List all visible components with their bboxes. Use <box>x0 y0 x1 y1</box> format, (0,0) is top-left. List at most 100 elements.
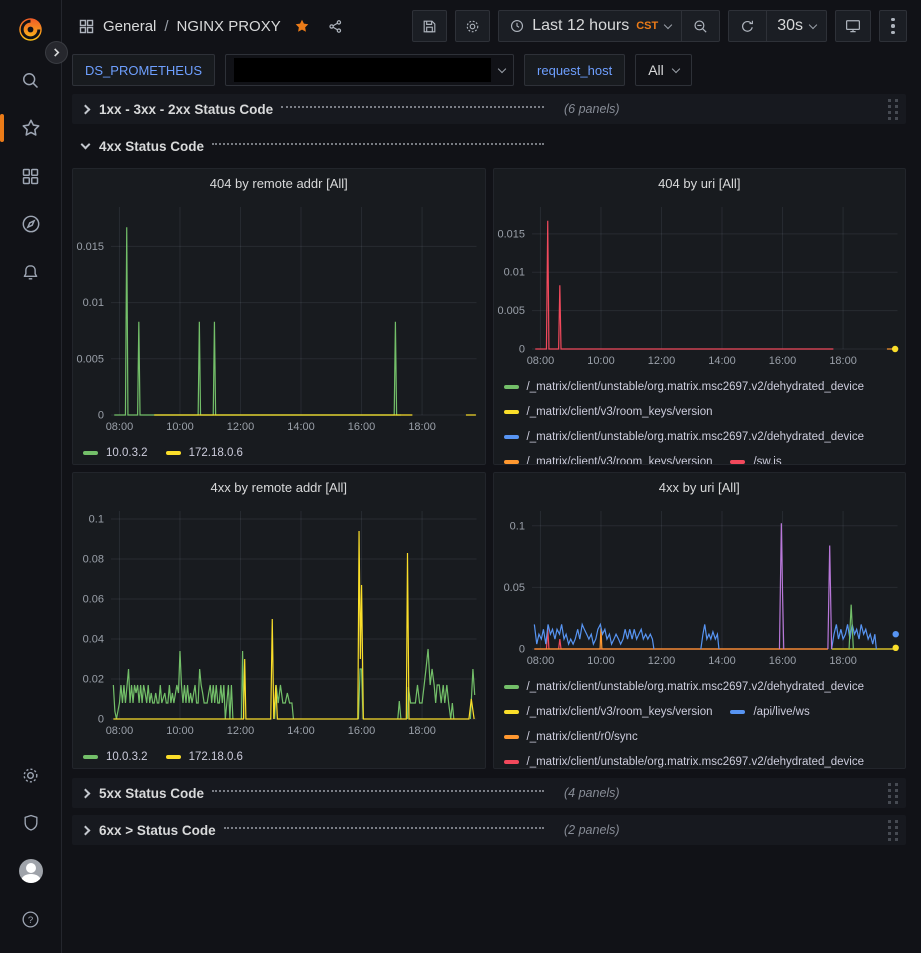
svg-text:12:00: 12:00 <box>647 355 674 367</box>
panel-title[interactable]: 4xx by uri [All] <box>658 479 740 495</box>
svg-text:0.08: 0.08 <box>83 553 104 565</box>
legend-item[interactable]: 10.0.3.2 <box>83 744 148 768</box>
legend-item[interactable]: /_matrix/client/unstable/org.matrix.msc2… <box>503 424 864 449</box>
legend-swatch <box>503 434 519 439</box>
zoom-out-button[interactable] <box>682 11 719 41</box>
sidebar-item-search[interactable] <box>11 60 51 100</box>
row-1xx-3xx-2xx[interactable]: 1xx - 3xx - 2xx Status Code (6 panels) <box>72 94 906 124</box>
breadcrumb-folder[interactable]: General <box>103 17 157 35</box>
refresh-button[interactable] <box>729 11 766 41</box>
svg-text:0: 0 <box>518 343 524 355</box>
active-indicator <box>0 114 4 142</box>
row-title: 5xx Status Code <box>99 785 205 801</box>
star-outline-icon <box>20 117 42 139</box>
panel-chart: 0 0.005 0.01 0.015 08:00 10:00 12:00 14:00 16:00… <box>494 197 906 374</box>
legend-item[interactable]: /_matrix/client/unstable/org.matrix.msc2… <box>503 374 864 399</box>
panel-title[interactable]: 4xx by remote addr [All] <box>210 479 348 495</box>
svg-text:10:00: 10:00 <box>587 655 614 667</box>
sidebar-item-explore[interactable] <box>11 204 51 244</box>
share-icon[interactable] <box>327 18 344 35</box>
dotted-leader <box>212 790 544 792</box>
panel-4xx-by-uri: 4xx by uri [All] 0 0.05 0.1 08:00 10:00 12:00… <box>492 472 906 769</box>
chevron-down-icon <box>80 139 91 149</box>
legend-swatch <box>730 459 746 464</box>
save-icon <box>421 18 438 35</box>
legend-item[interactable]: 172.18.0.6 <box>165 440 243 464</box>
svg-text:12:00: 12:00 <box>227 725 254 737</box>
panel-title[interactable]: 404 by uri [All] <box>658 175 741 191</box>
svg-text:08:00: 08:00 <box>526 355 553 367</box>
row-4xx[interactable]: 4xx Status Code <box>72 131 906 161</box>
time-range-picker[interactable]: Last 12 hours CST <box>499 11 681 41</box>
save-dashboard-button[interactable] <box>412 10 448 42</box>
tv-mode-button[interactable] <box>835 10 871 42</box>
redacted-value <box>234 58 492 82</box>
sidebar-item-profile[interactable] <box>11 851 51 891</box>
legend-item[interactable]: 172.18.0.6 <box>165 744 243 768</box>
star-filled-icon[interactable] <box>293 17 311 35</box>
refresh-interval-value: 30s <box>777 17 803 34</box>
sidebar-item-alerting[interactable] <box>11 252 51 292</box>
legend-swatch <box>503 709 519 714</box>
legend-label: /_matrix/client/unstable/org.matrix.msc2… <box>526 680 865 693</box>
variable-value-request-host[interactable]: All <box>635 54 692 86</box>
panel-chart: 0 0.05 0.1 08:00 10:00 12:00 14:00 16:00 18:00 <box>494 501 906 674</box>
drag-handle-icon[interactable] <box>888 819 898 841</box>
legend-item[interactable]: /api/live/ws <box>730 699 810 724</box>
legend-item[interactable]: /sw.js <box>730 449 782 464</box>
row-panel-count: (4 panels) <box>564 786 620 800</box>
legend-item[interactable]: /_matrix/client/r0/sync <box>503 724 638 749</box>
timezone-label: CST <box>636 20 659 32</box>
sidebar-item-starred[interactable] <box>0 108 51 148</box>
svg-text:0.005: 0.005 <box>76 353 103 365</box>
toolbar: Last 12 hours CST <box>412 10 907 42</box>
apps-grid-icon <box>78 18 95 35</box>
svg-text:0.1: 0.1 <box>89 513 104 525</box>
legend-item[interactable]: /_matrix/client/unstable/org.matrix.msc2… <box>503 674 865 699</box>
row-panel-count: (2 panels) <box>564 823 620 837</box>
legend-item[interactable]: /_matrix/client/v3/room_keys/version <box>503 449 712 464</box>
dashboard-settings-button[interactable] <box>455 10 491 42</box>
compass-icon <box>20 213 42 235</box>
sidebar-item-dashboards[interactable] <box>11 156 51 196</box>
panel-title[interactable]: 404 by remote addr [All] <box>209 175 348 191</box>
sidebar-item-configuration[interactable] <box>11 755 51 795</box>
shield-icon <box>21 813 41 833</box>
grafana-logo[interactable] <box>11 12 51 46</box>
breadcrumb-dashboard-title[interactable]: NGINX PROXY <box>176 17 281 35</box>
row-6xx[interactable]: 6xx > Status Code (2 panels) <box>72 815 906 845</box>
monitor-icon <box>844 17 862 35</box>
time-range-label: Last 12 hours <box>532 17 630 34</box>
dotted-leader <box>223 827 544 829</box>
svg-text:14:00: 14:00 <box>708 655 735 667</box>
svg-text:?: ? <box>28 915 33 926</box>
legend-label: 172.18.0.6 <box>188 446 243 459</box>
refresh-interval-select[interactable]: 30s <box>767 11 826 41</box>
timeseries-chart: 0 0.02 0.04 0.06 0.08 0.1 08:00 10:00 12:00 14:00… <box>83 511 477 737</box>
svg-text:0: 0 <box>518 643 524 655</box>
more-options-button[interactable] <box>879 10 907 42</box>
main-area: General / NGINX PROXY <box>62 0 921 953</box>
svg-text:14:00: 14:00 <box>287 725 314 737</box>
drag-handle-icon[interactable] <box>888 98 898 120</box>
row-5xx[interactable]: 5xx Status Code (4 panels) <box>72 778 906 808</box>
svg-text:10:00: 10:00 <box>587 355 614 367</box>
legend-item[interactable]: /_matrix/client/unstable/org.matrix.msc2… <box>503 749 864 768</box>
drag-handle-icon[interactable] <box>888 782 898 804</box>
sidebar-expand-button[interactable] <box>45 41 68 64</box>
legend-item[interactable]: 10.0.3.2 <box>83 440 148 464</box>
legend-label: /api/live/ws <box>753 705 810 718</box>
legend-item[interactable]: /_matrix/client/v3/room_keys/version <box>503 399 712 424</box>
variable-value-ds-prometheus[interactable] <box>225 54 515 86</box>
sidebar-item-help[interactable]: ? <box>11 899 51 939</box>
legend-item[interactable]: /_matrix/client/v3/room_keys/version <box>503 699 712 724</box>
svg-text:14:00: 14:00 <box>287 421 314 433</box>
variables-submenu: DS_PROMETHEUS request_host All <box>62 52 921 88</box>
panel-4xx-by-remote-addr: 4xx by remote addr [All] 0 0.02 0.04 0.06 0.… <box>72 472 486 769</box>
svg-text:12:00: 12:00 <box>227 421 254 433</box>
legend-swatch <box>503 684 519 689</box>
help-icon: ? <box>20 909 41 930</box>
gear-icon <box>464 18 481 35</box>
sidebar-item-admin[interactable] <box>11 803 51 843</box>
svg-text:0.05: 0.05 <box>503 582 524 594</box>
